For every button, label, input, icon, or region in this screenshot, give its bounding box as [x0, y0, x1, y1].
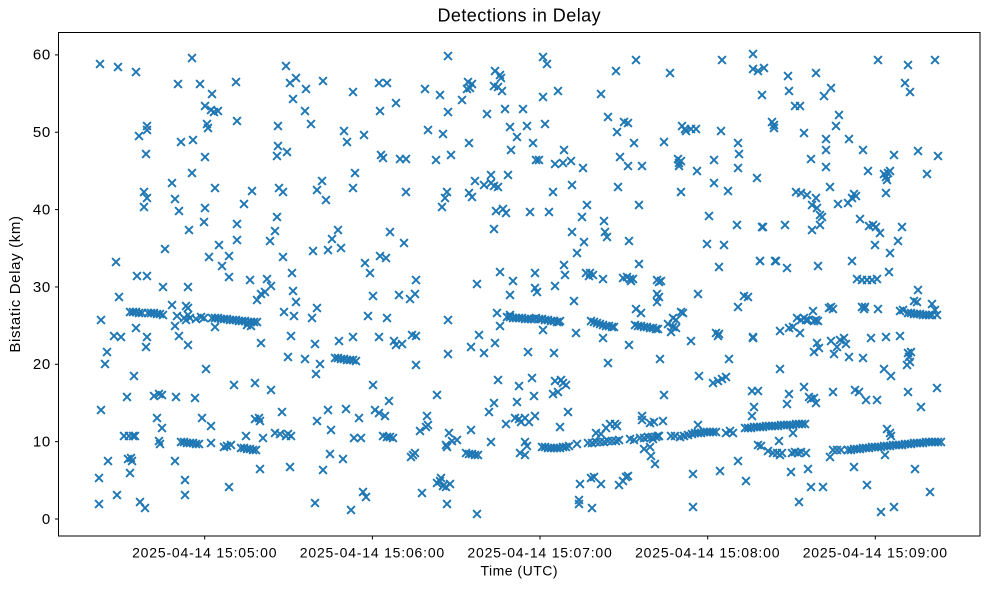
svg-text:2025-04-14 15:05:00: 2025-04-14 15:05:00: [132, 545, 277, 561]
svg-text:Bistatic Delay (km): Bistatic Delay (km): [7, 215, 24, 352]
svg-text:30: 30: [33, 279, 51, 296]
svg-text:Detections in Delay: Detections in Delay: [437, 6, 601, 26]
svg-text:Time (UTC): Time (UTC): [480, 563, 558, 579]
svg-text:60: 60: [33, 47, 51, 64]
svg-text:40: 40: [33, 201, 51, 218]
svg-text:50: 50: [33, 124, 51, 141]
svg-text:2025-04-14 15:07:00: 2025-04-14 15:07:00: [467, 545, 612, 561]
svg-text:2025-04-14 15:08:00: 2025-04-14 15:08:00: [635, 545, 780, 561]
svg-text:2025-04-14 15:09:00: 2025-04-14 15:09:00: [803, 545, 948, 561]
svg-text:20: 20: [33, 356, 51, 373]
svg-text:2025-04-14 15:06:00: 2025-04-14 15:06:00: [300, 545, 445, 561]
svg-text:10: 10: [33, 433, 51, 450]
svg-text:0: 0: [42, 511, 51, 528]
